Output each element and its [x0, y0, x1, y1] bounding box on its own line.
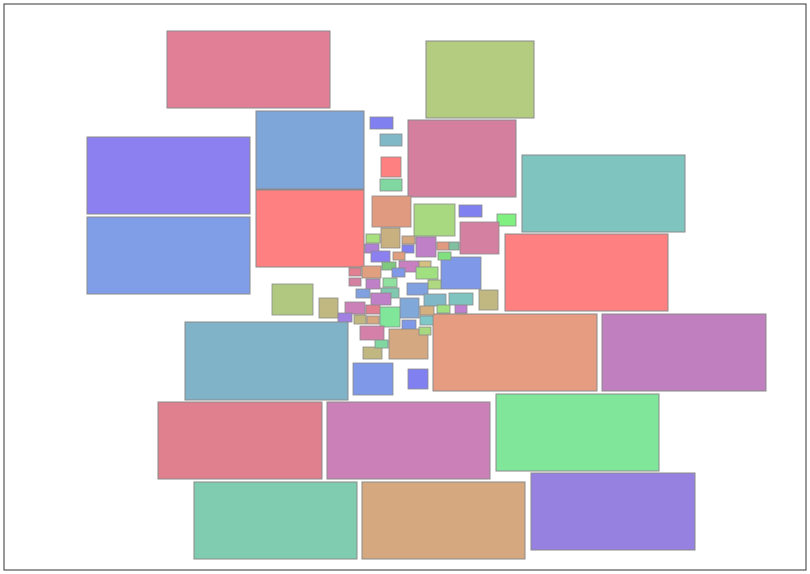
block — [419, 305, 435, 316]
block — [601, 313, 767, 392]
block — [366, 315, 380, 325]
block — [401, 244, 415, 254]
block — [407, 368, 429, 390]
block — [415, 266, 439, 280]
block — [193, 481, 358, 560]
block — [380, 227, 401, 249]
block — [379, 306, 401, 328]
block — [157, 401, 323, 480]
block — [382, 277, 398, 288]
block — [432, 313, 598, 392]
block — [365, 233, 381, 244]
block — [399, 297, 420, 319]
block — [454, 304, 468, 314]
block — [348, 277, 362, 287]
block — [361, 481, 526, 560]
block — [440, 256, 482, 290]
block — [348, 267, 362, 277]
block — [407, 119, 517, 198]
block — [425, 40, 535, 119]
block — [318, 297, 339, 319]
block — [374, 339, 389, 349]
block — [353, 314, 367, 325]
block — [337, 312, 353, 323]
block — [401, 319, 417, 330]
block — [379, 178, 403, 192]
block — [370, 292, 392, 306]
block — [437, 251, 452, 261]
block — [418, 326, 432, 336]
block — [459, 221, 500, 255]
block — [401, 235, 416, 245]
block — [448, 241, 460, 251]
block — [344, 301, 366, 315]
block — [419, 315, 434, 326]
block — [504, 233, 669, 312]
block — [86, 216, 251, 295]
block — [381, 261, 397, 271]
block — [371, 195, 412, 228]
block — [369, 116, 394, 130]
block — [391, 267, 406, 278]
block — [436, 241, 450, 251]
block — [255, 110, 365, 190]
block — [326, 401, 491, 480]
block — [380, 156, 402, 178]
block — [392, 251, 406, 261]
block — [166, 30, 331, 109]
block — [448, 292, 474, 306]
block — [495, 393, 660, 472]
block — [184, 321, 349, 401]
block — [379, 133, 403, 147]
block — [530, 472, 696, 551]
block — [365, 304, 381, 315]
block — [362, 346, 383, 360]
block — [365, 278, 381, 290]
block — [415, 236, 437, 258]
block — [352, 362, 394, 396]
block — [359, 325, 385, 341]
block — [361, 265, 382, 279]
block — [370, 250, 391, 263]
block — [86, 136, 251, 215]
block — [413, 203, 456, 237]
block — [496, 213, 517, 227]
block — [406, 282, 429, 296]
block — [355, 288, 371, 299]
block — [271, 283, 314, 316]
block — [423, 293, 447, 307]
block — [427, 279, 442, 290]
block — [436, 304, 451, 314]
block — [458, 204, 483, 218]
block — [478, 289, 499, 311]
block — [521, 154, 686, 233]
block — [255, 189, 365, 268]
